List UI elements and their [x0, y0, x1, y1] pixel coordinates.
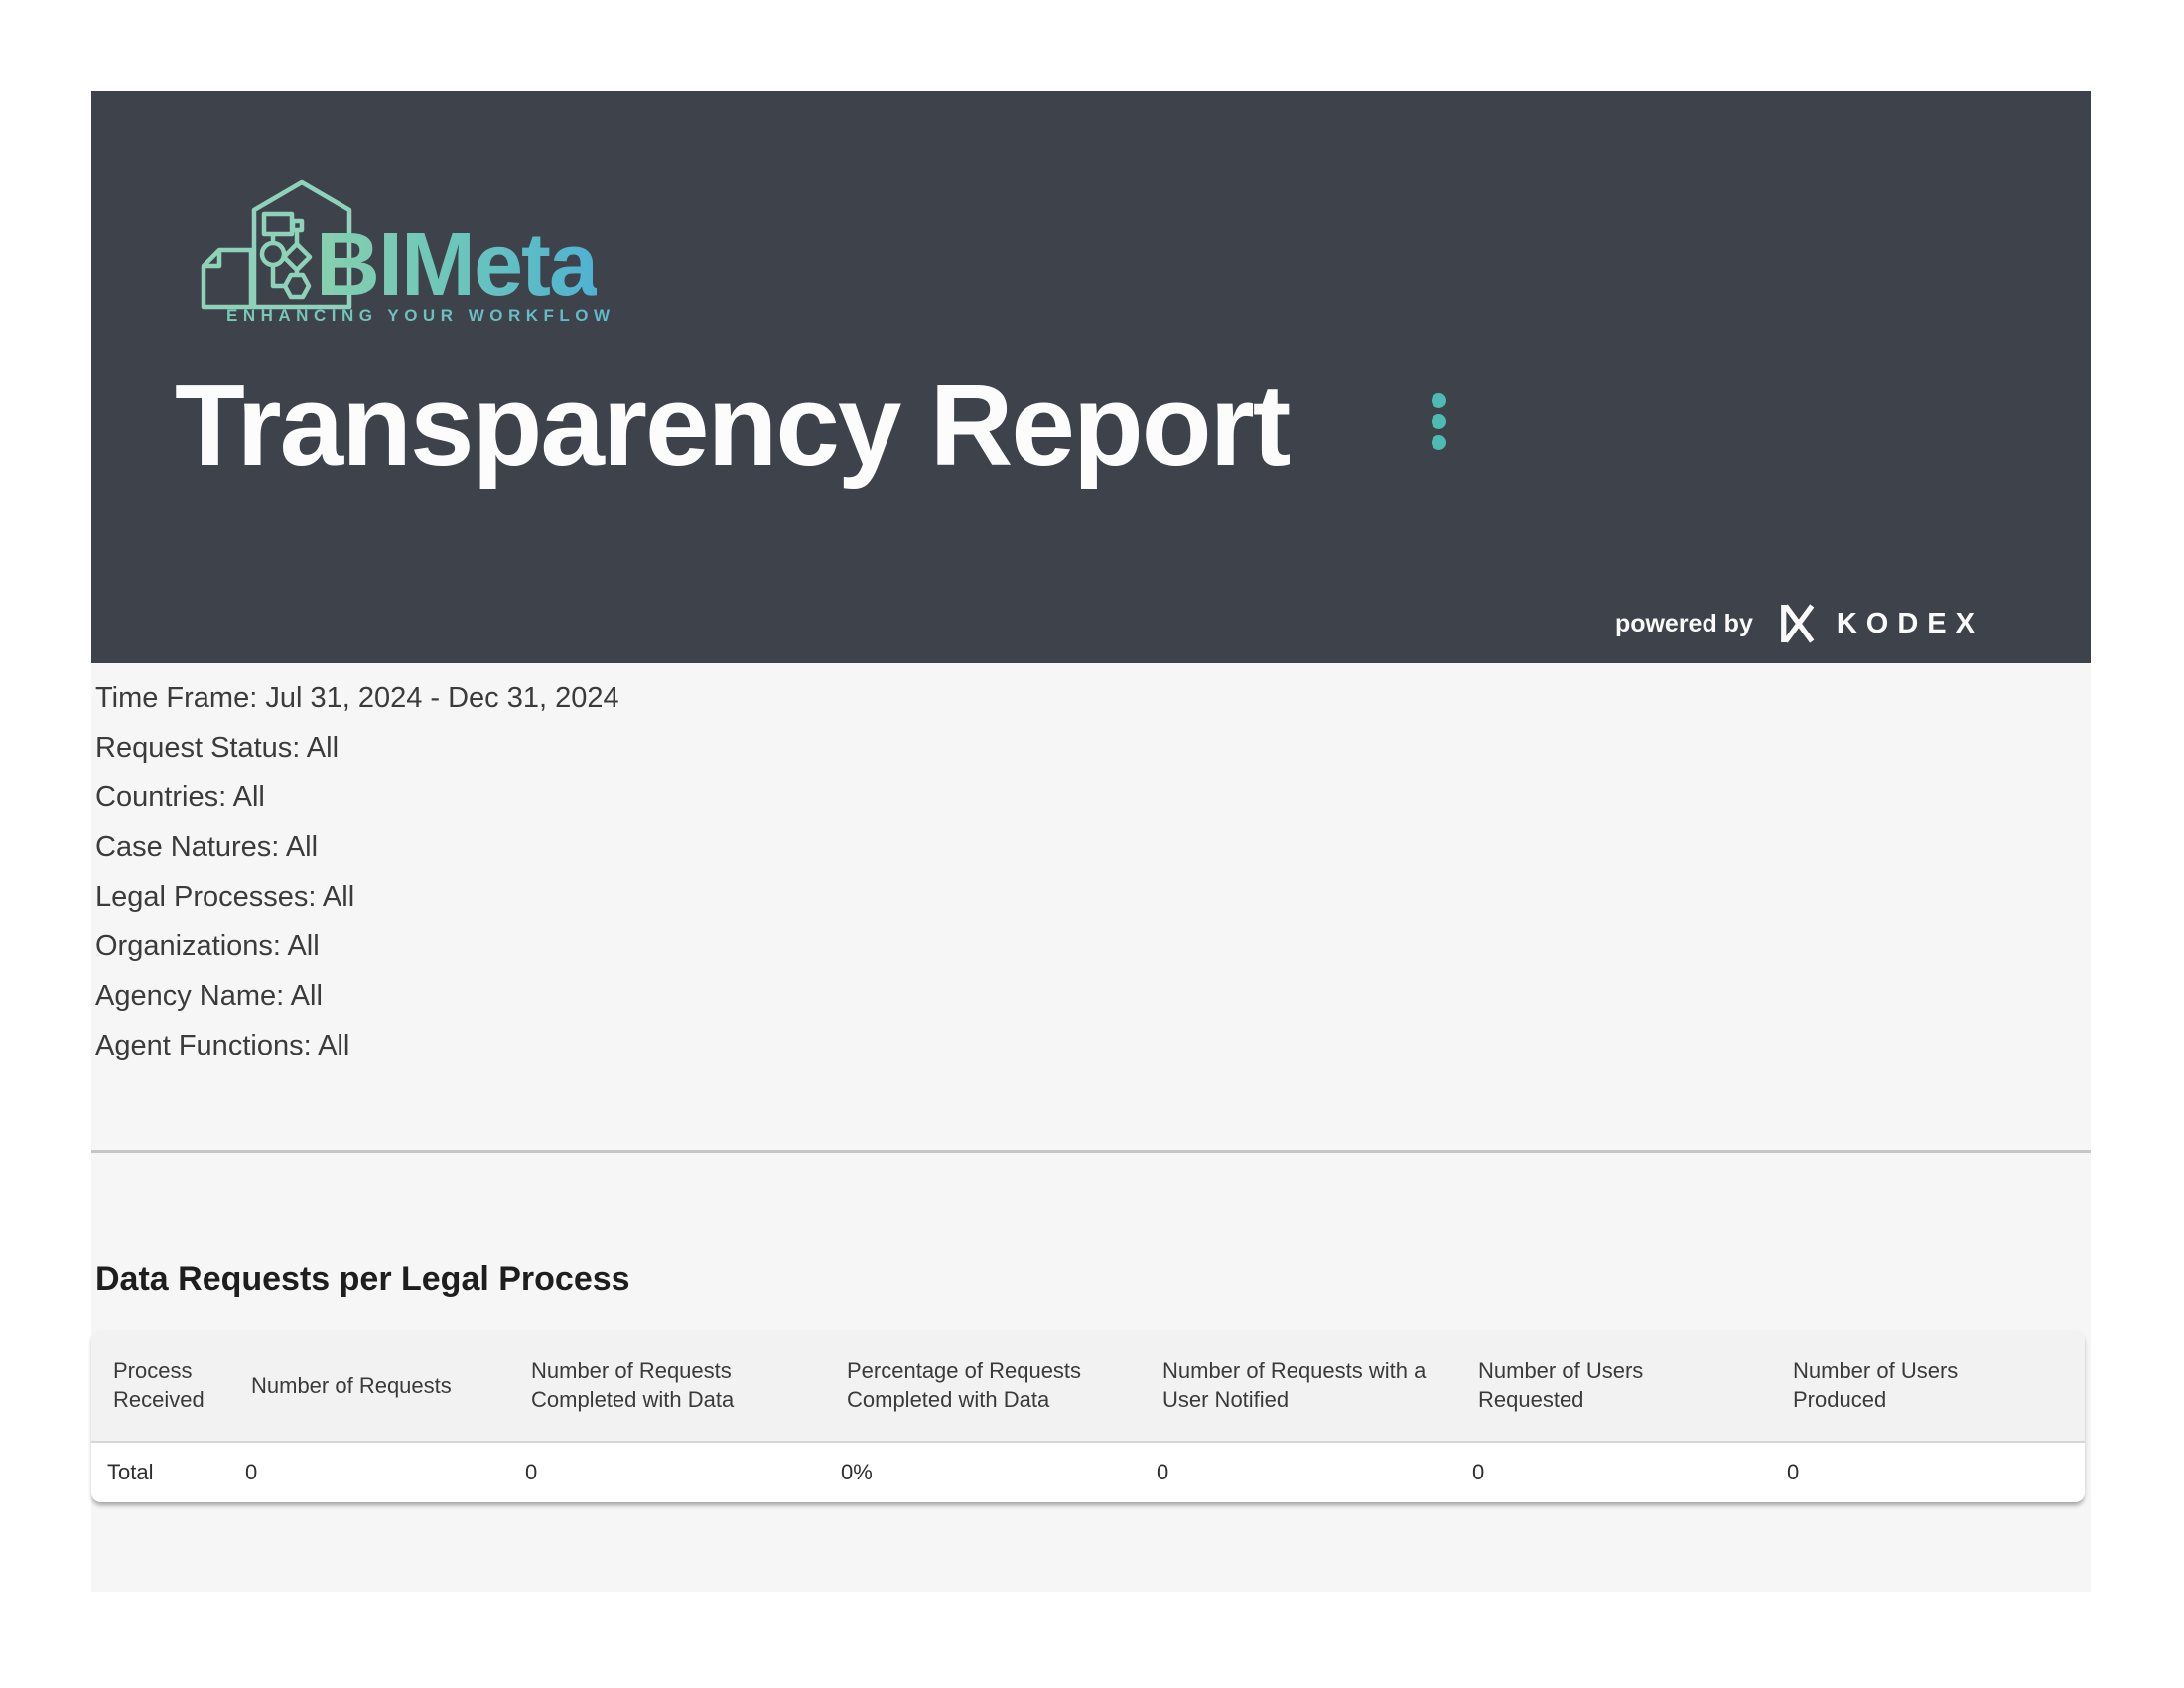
- data-requests-table: Process Received Number of Requests Numb…: [91, 1330, 2085, 1502]
- house-shape: [251, 179, 352, 310]
- column-header-percentage-completed: Percentage of Requests Completed with Da…: [825, 1330, 1141, 1443]
- kebab-menu-button[interactable]: [1426, 387, 1452, 462]
- flowchart-diamond: [281, 241, 313, 273]
- column-header-users-requested: Number of Users Requested: [1456, 1330, 1771, 1443]
- document-shape: [201, 247, 254, 310]
- kebab-dot: [1432, 414, 1446, 429]
- document-fold: [204, 250, 222, 269]
- bimeta-logo-icon: [201, 179, 352, 310]
- column-header-number-of-requests: Number of Requests: [229, 1330, 509, 1443]
- section-divider: [91, 1150, 2091, 1153]
- filter-agency-name: Agency Name: All: [95, 980, 323, 1012]
- cell-requests-completed: 0: [509, 1443, 825, 1502]
- filters-summary: Time Frame: Jul 31, 2024 - Dec 31, 2024 …: [91, 663, 2091, 1070]
- flowchart-circle: [259, 240, 287, 268]
- filter-case-natures: Case Natures: All: [95, 831, 319, 863]
- section-title: Data Requests per Legal Process: [95, 1260, 630, 1298]
- page-title: Transparency Report: [175, 360, 1291, 490]
- kodex-brand-text: KODEX: [1836, 607, 1983, 639]
- kebab-dot: [1432, 435, 1446, 450]
- filter-agent-functions: Agent Functions: All: [95, 1030, 350, 1061]
- brand-tagline: ENHANCING YOUR WORKFLOW: [226, 306, 615, 325]
- cell-users-produced: 0: [1771, 1443, 2085, 1502]
- flowchart-links: [270, 230, 300, 289]
- flowchart-connector: [290, 218, 305, 233]
- column-header-requests-completed: Number of Requests Completed with Data: [509, 1330, 825, 1443]
- filter-countries: Countries: All: [95, 781, 265, 813]
- filter-organizations: Organizations: All: [95, 930, 320, 962]
- filter-time-frame: Time Frame: Jul 31, 2024 - Dec 31, 2024: [95, 682, 619, 714]
- flowchart-rect: [261, 211, 295, 237]
- column-header-users-produced: Number of Users Produced: [1771, 1330, 2085, 1443]
- report-page: BIMeta ENHANCING YOUR WORKFLOW Transpare…: [91, 91, 2091, 1592]
- filter-legal-processes: Legal Processes: All: [95, 881, 355, 913]
- cell-percentage-completed: 0%: [825, 1443, 1141, 1502]
- cell-requests-user-notified: 0: [1141, 1443, 1456, 1502]
- powered-by: powered by KODEX: [1615, 602, 1983, 645]
- powered-by-label: powered by: [1614, 609, 1753, 637]
- table-row-total: Total 0 0 0% 0 0 0: [91, 1443, 2085, 1502]
- column-header-requests-user-notified: Number of Requests with a User Notified: [1141, 1330, 1456, 1443]
- kodex-logo-icon: [1780, 604, 1815, 643]
- report-body: Time Frame: Jul 31, 2024 - Dec 31, 2024 …: [91, 663, 2091, 1592]
- brand-name: BIMeta: [316, 215, 599, 315]
- cell-users-requested: 0: [1456, 1443, 1771, 1502]
- report-header: BIMeta ENHANCING YOUR WORKFLOW Transpare…: [91, 91, 2091, 663]
- table-header-row: Process Received Number of Requests Numb…: [91, 1330, 2085, 1443]
- filter-request-status: Request Status: All: [95, 732, 340, 764]
- flowchart-hexagon: [282, 272, 312, 300]
- column-header-process-received: Process Received: [91, 1330, 229, 1443]
- kebab-dot: [1432, 393, 1446, 408]
- cell-number-of-requests: 0: [229, 1443, 509, 1502]
- cell-total-label: Total: [91, 1443, 229, 1502]
- data-requests-table-card: Process Received Number of Requests Numb…: [91, 1330, 2085, 1502]
